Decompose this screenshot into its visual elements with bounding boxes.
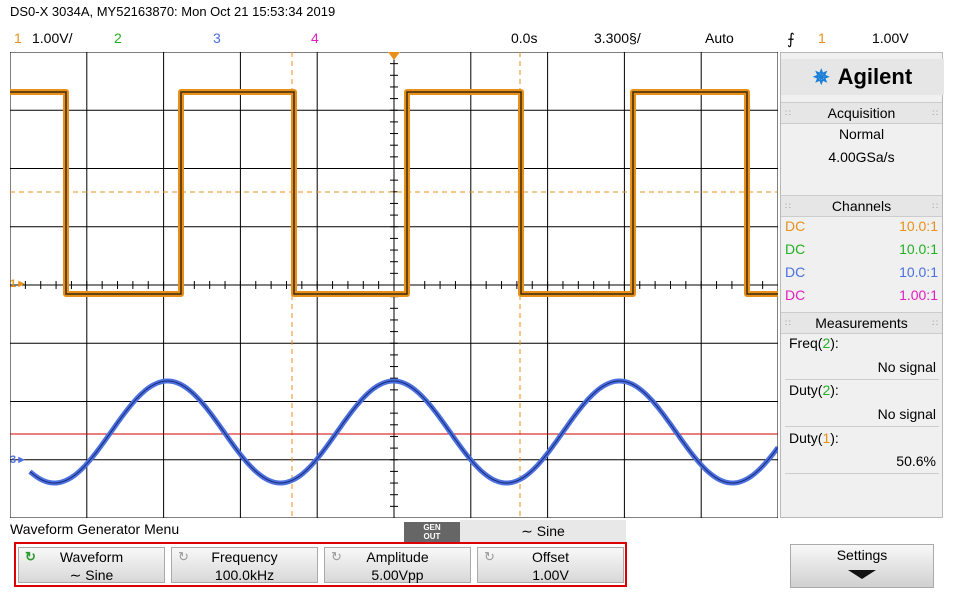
agilent-logo: ✵ Agilent xyxy=(781,59,944,95)
current-waveform-tab: ∼ Sine xyxy=(460,520,626,544)
ch3-number[interactable]: 3 xyxy=(213,30,221,46)
grip-icon: ∷ xyxy=(785,108,791,118)
trigger-mode[interactable]: Auto xyxy=(705,30,734,46)
frequency-softkey[interactable]: ↻ Frequency 100.0kHz xyxy=(171,547,318,583)
rotate-knob-icon: ↻ xyxy=(178,549,189,564)
rising-edge-icon: ⨍ xyxy=(787,31,795,48)
ch1-number[interactable]: 1 xyxy=(14,30,22,46)
down-arrow-icon xyxy=(848,570,876,579)
channel-row-1: DC 10.0:1 xyxy=(785,218,938,234)
acquisition-heading[interactable]: ∷ Acquisition ∷ xyxy=(781,102,942,124)
ch1-trace xyxy=(10,91,778,295)
time-scale[interactable]: 3.300§/ xyxy=(594,30,641,46)
window-title: DS0-X 3034A, MY52163870: Mon Oct 21 15:5… xyxy=(10,4,336,19)
rotate-knob-icon: ↻ xyxy=(331,549,342,564)
ch4-number[interactable]: 4 xyxy=(311,30,319,46)
measurements-heading[interactable]: ∷ Measurements ∷ xyxy=(781,312,942,334)
trigger-position-marker xyxy=(388,52,400,60)
divider xyxy=(785,426,939,427)
offset-softkey[interactable]: ↻ Offset 1.00V xyxy=(477,547,624,583)
status-bar: 1 1.00V/ 2 3 4 0.0s 3.300§/ Auto ⨍ 1 1.0… xyxy=(0,28,953,48)
grip-icon: ∷ xyxy=(932,201,938,211)
grip-icon: ∷ xyxy=(785,201,791,211)
ch1-scale[interactable]: 1.00V/ xyxy=(32,30,73,46)
divider xyxy=(785,379,939,380)
menu-title: Waveform Generator Menu xyxy=(10,521,180,537)
grip-icon: ∷ xyxy=(932,108,938,118)
graticule xyxy=(10,52,778,518)
measurement-value: No signal xyxy=(877,406,936,422)
agilent-spark-icon: ✵ xyxy=(812,66,830,89)
rotate-knob-icon: ↻ xyxy=(484,549,495,564)
rotate-knob-icon: ↻ xyxy=(25,549,36,564)
gen-out-indicator[interactable]: GEN OUT xyxy=(404,522,460,542)
channel-row-3: DC 10.0:1 xyxy=(785,264,938,280)
measurement-label: Duty(1): xyxy=(789,430,839,446)
measurement-label: Duty(2): xyxy=(789,382,839,398)
ch3-trace xyxy=(28,378,778,486)
sample-rate: 4.00GSa/s xyxy=(828,149,895,165)
time-delay[interactable]: 0.0s xyxy=(511,30,538,46)
waveform-softkey[interactable]: ↻ Waveform ∼ Sine xyxy=(18,547,165,583)
channels-heading[interactable]: ∷ Channels ∷ xyxy=(781,195,942,217)
acquisition-mode: Normal xyxy=(838,126,885,142)
ch3-ground-marker[interactable]: 3► xyxy=(10,454,28,466)
divider xyxy=(785,473,939,474)
amplitude-softkey[interactable]: ↻ Amplitude 5.00Vpp xyxy=(324,547,471,583)
info-sidebar: ✵ Agilent ∷ Acquisition ∷ Normal 4.00GSa… xyxy=(780,52,944,518)
softkey-group: ↻ Waveform ∼ Sine ↻ Frequency 100.0kHz ↻… xyxy=(14,542,627,587)
ch2-number[interactable]: 2 xyxy=(114,30,122,46)
channel-row-2: DC 10.0:1 xyxy=(785,241,938,257)
waveform-display[interactable]: 1► 3► xyxy=(10,52,778,518)
measurement-value: 50.6% xyxy=(896,453,936,469)
channel-row-4: DC 1.00:1 xyxy=(785,287,938,303)
grip-icon: ∷ xyxy=(785,318,791,328)
grip-icon: ∷ xyxy=(932,318,938,328)
ch3-trace-core xyxy=(29,380,778,484)
brand-name: Agilent xyxy=(837,64,913,89)
measurement-label: Freq(2): xyxy=(789,335,839,351)
ch1-ground-marker[interactable]: 1► xyxy=(10,278,28,290)
trigger-source[interactable]: 1 xyxy=(818,30,826,46)
measurement-value: No signal xyxy=(877,359,936,375)
settings-softkey[interactable]: Settings xyxy=(790,544,934,588)
trigger-level[interactable]: 1.00V xyxy=(872,30,909,46)
